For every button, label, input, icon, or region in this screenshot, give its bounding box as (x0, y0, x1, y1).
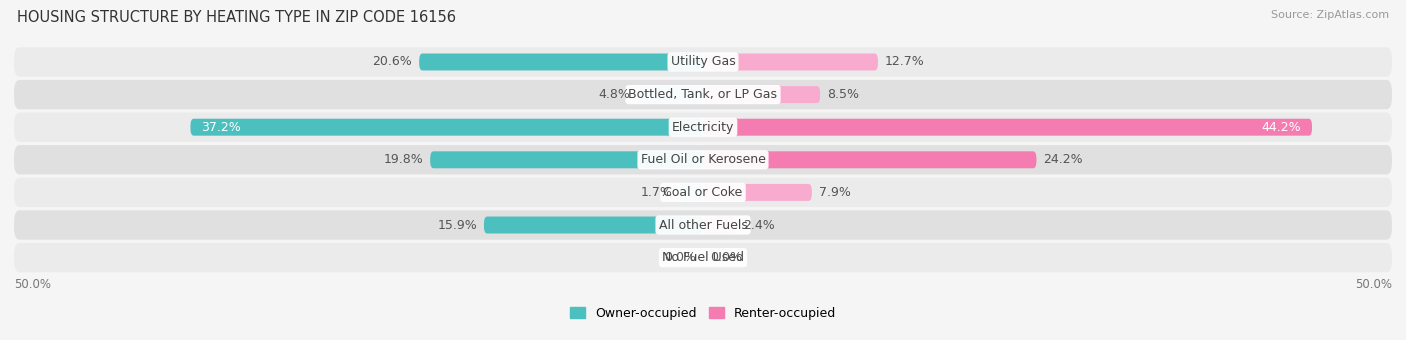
Text: Coal or Coke: Coal or Coke (664, 186, 742, 199)
FancyBboxPatch shape (419, 53, 703, 70)
FancyBboxPatch shape (14, 80, 1392, 109)
Text: 24.2%: 24.2% (1043, 153, 1083, 166)
FancyBboxPatch shape (190, 119, 703, 136)
Text: 19.8%: 19.8% (384, 153, 423, 166)
Text: 50.0%: 50.0% (1355, 278, 1392, 291)
FancyBboxPatch shape (703, 119, 1312, 136)
FancyBboxPatch shape (14, 178, 1392, 207)
Text: 0.0%: 0.0% (664, 251, 696, 264)
Text: Bottled, Tank, or LP Gas: Bottled, Tank, or LP Gas (628, 88, 778, 101)
Text: 0.0%: 0.0% (710, 251, 742, 264)
Text: HOUSING STRUCTURE BY HEATING TYPE IN ZIP CODE 16156: HOUSING STRUCTURE BY HEATING TYPE IN ZIP… (17, 10, 456, 25)
Text: 7.9%: 7.9% (818, 186, 851, 199)
FancyBboxPatch shape (703, 184, 811, 201)
FancyBboxPatch shape (14, 113, 1392, 142)
Text: Fuel Oil or Kerosene: Fuel Oil or Kerosene (641, 153, 765, 166)
FancyBboxPatch shape (14, 145, 1392, 174)
Text: 8.5%: 8.5% (827, 88, 859, 101)
FancyBboxPatch shape (637, 86, 703, 103)
Text: Electricity: Electricity (672, 121, 734, 134)
FancyBboxPatch shape (703, 53, 877, 70)
FancyBboxPatch shape (703, 86, 820, 103)
Text: 4.8%: 4.8% (598, 88, 630, 101)
Text: No Fuel Used: No Fuel Used (662, 251, 744, 264)
FancyBboxPatch shape (484, 217, 703, 234)
Text: 50.0%: 50.0% (14, 278, 51, 291)
Text: 12.7%: 12.7% (884, 55, 925, 68)
Text: Source: ZipAtlas.com: Source: ZipAtlas.com (1271, 10, 1389, 20)
FancyBboxPatch shape (430, 151, 703, 168)
FancyBboxPatch shape (703, 217, 737, 234)
Text: 20.6%: 20.6% (373, 55, 412, 68)
Text: 1.7%: 1.7% (641, 186, 672, 199)
Legend: Owner-occupied, Renter-occupied: Owner-occupied, Renter-occupied (565, 302, 841, 325)
FancyBboxPatch shape (14, 47, 1392, 76)
Text: 15.9%: 15.9% (437, 219, 477, 232)
Text: All other Fuels: All other Fuels (658, 219, 748, 232)
Text: 44.2%: 44.2% (1261, 121, 1301, 134)
FancyBboxPatch shape (679, 184, 703, 201)
Text: 2.4%: 2.4% (742, 219, 775, 232)
FancyBboxPatch shape (703, 151, 1036, 168)
Text: 37.2%: 37.2% (201, 121, 242, 134)
Text: Utility Gas: Utility Gas (671, 55, 735, 68)
FancyBboxPatch shape (14, 210, 1392, 240)
FancyBboxPatch shape (14, 243, 1392, 272)
